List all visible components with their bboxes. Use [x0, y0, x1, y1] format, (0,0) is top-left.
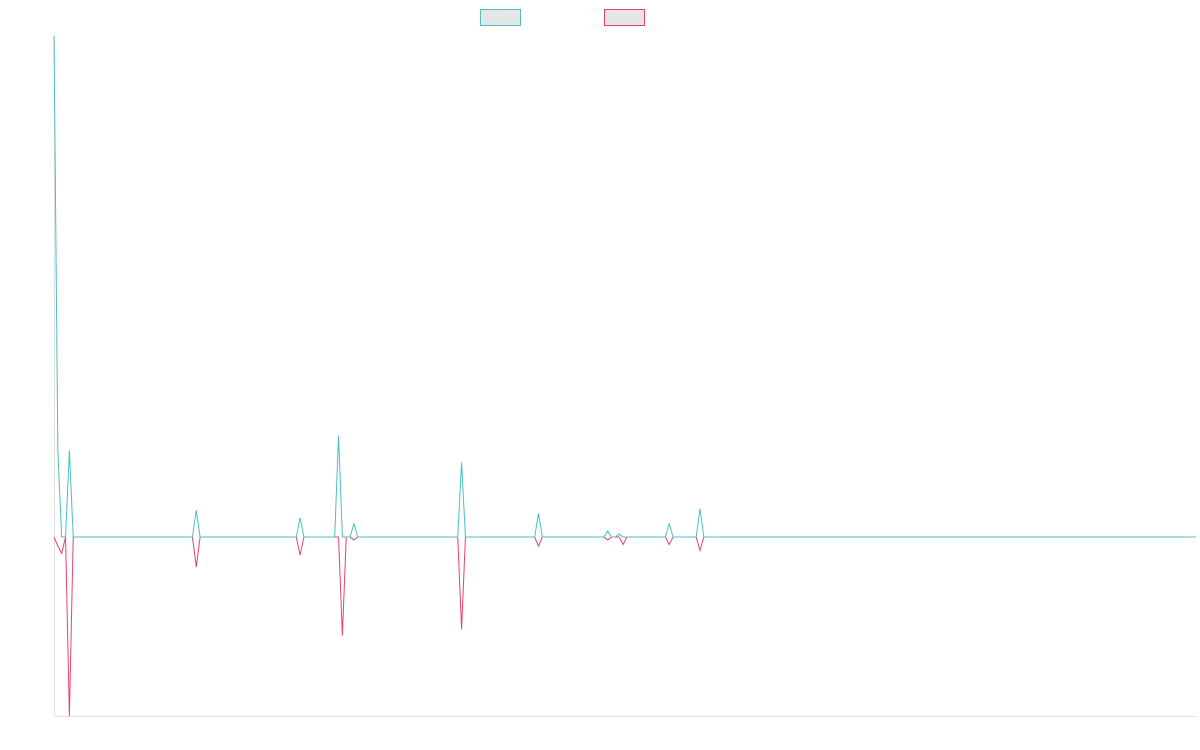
legend-swatch-series-b[interactable] — [604, 9, 645, 26]
legend — [480, 9, 645, 26]
series-a-line — [53, 35, 1196, 538]
series-layer — [53, 35, 1196, 717]
legend-swatch-series-a[interactable] — [480, 9, 521, 26]
series-b-line — [53, 536, 1196, 717]
